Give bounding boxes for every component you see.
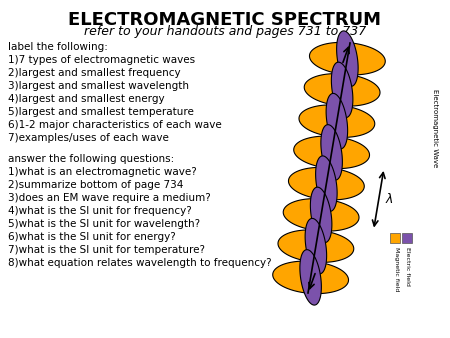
Text: 5)largest and smallest temperature: 5)largest and smallest temperature (8, 107, 194, 117)
Text: 6)what is the SI unit for energy?: 6)what is the SI unit for energy? (8, 232, 176, 242)
Text: 5)what is the SI unit for wavelength?: 5)what is the SI unit for wavelength? (8, 219, 200, 229)
Text: 4)what is the SI unit for frequency?: 4)what is the SI unit for frequency? (8, 206, 192, 216)
Text: 8)what equation relates wavelength to frequency?: 8)what equation relates wavelength to fr… (8, 258, 272, 268)
Polygon shape (315, 156, 337, 211)
Bar (390, 233, 400, 243)
Text: 3)largest and smallest wavelength: 3)largest and smallest wavelength (8, 81, 189, 91)
Polygon shape (288, 167, 364, 200)
Text: 3)does an EM wave require a medium?: 3)does an EM wave require a medium? (8, 193, 211, 203)
Text: 1)7 types of electromagnetic waves: 1)7 types of electromagnetic waves (8, 55, 195, 65)
Polygon shape (278, 230, 354, 262)
Polygon shape (299, 105, 375, 137)
Text: 7)what is the SI unit for temperature?: 7)what is the SI unit for temperature? (8, 245, 205, 255)
Text: 4)largest and smallest energy: 4)largest and smallest energy (8, 94, 165, 104)
Text: 6)1-2 major characteristics of each wave: 6)1-2 major characteristics of each wave (8, 120, 222, 130)
Polygon shape (331, 62, 353, 118)
Polygon shape (304, 74, 380, 106)
Polygon shape (321, 125, 342, 180)
Polygon shape (294, 136, 369, 169)
Text: $\lambda$: $\lambda$ (385, 192, 393, 206)
Polygon shape (310, 187, 332, 243)
Polygon shape (300, 250, 321, 305)
Polygon shape (305, 218, 327, 274)
Polygon shape (273, 261, 348, 294)
Text: 1)what is an electromagnetic wave?: 1)what is an electromagnetic wave? (8, 167, 197, 177)
Text: Electric field: Electric field (405, 247, 410, 286)
Polygon shape (326, 93, 348, 149)
Polygon shape (310, 42, 385, 75)
Text: Electromagnetic Wave: Electromagnetic Wave (432, 89, 438, 167)
Text: Magnetic field: Magnetic field (393, 247, 399, 291)
Bar (402, 233, 412, 243)
Polygon shape (283, 199, 359, 231)
Text: 2)largest and smallest frequency: 2)largest and smallest frequency (8, 68, 180, 78)
Text: ELECTROMAGNETIC SPECTRUM: ELECTROMAGNETIC SPECTRUM (68, 11, 382, 29)
Text: answer the following questions:: answer the following questions: (8, 154, 174, 164)
Text: refer to your handouts and pages 731 to 737: refer to your handouts and pages 731 to … (84, 25, 366, 38)
Polygon shape (337, 31, 358, 86)
Text: 7)examples/uses of each wave: 7)examples/uses of each wave (8, 133, 169, 143)
Text: label the following:: label the following: (8, 42, 108, 52)
Text: 2)summarize bottom of page 734: 2)summarize bottom of page 734 (8, 180, 184, 190)
